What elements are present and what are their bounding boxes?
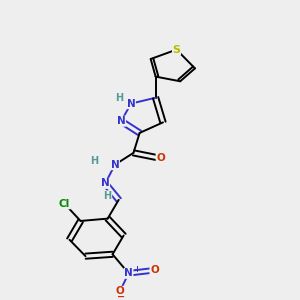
Text: N: N — [101, 178, 110, 188]
Text: H: H — [90, 156, 98, 166]
Text: N: N — [117, 116, 125, 126]
Text: H: H — [115, 93, 123, 103]
Text: O: O — [150, 265, 159, 275]
Text: O: O — [156, 153, 165, 163]
Text: −: − — [117, 292, 125, 300]
Text: N: N — [111, 160, 119, 170]
Text: H: H — [103, 191, 112, 201]
Text: N: N — [127, 99, 135, 109]
Text: O: O — [116, 286, 124, 296]
Text: Cl: Cl — [59, 199, 70, 209]
Text: N: N — [124, 268, 133, 278]
Text: S: S — [172, 45, 181, 55]
Text: +: + — [134, 265, 140, 274]
